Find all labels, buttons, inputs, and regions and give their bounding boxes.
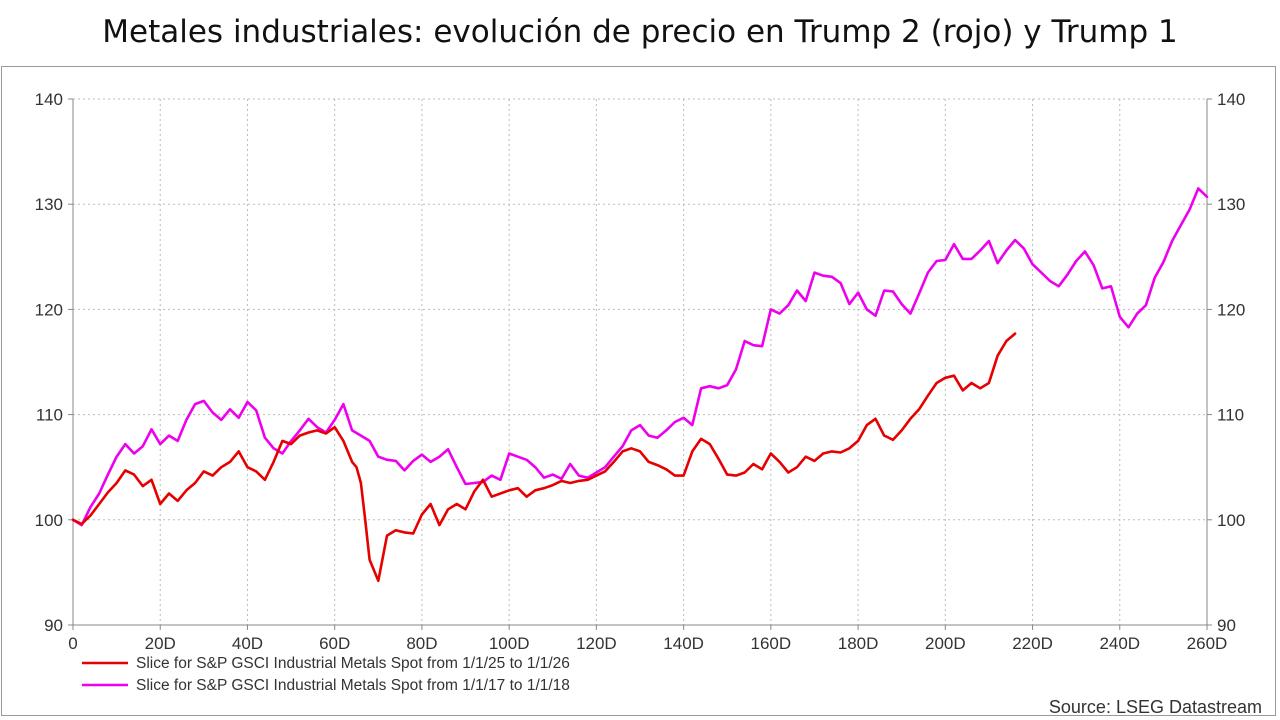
x-tick-label: 60D (319, 634, 350, 653)
y-tick-label-left: 120 (35, 300, 63, 319)
chart-frame (1, 66, 1276, 716)
x-tick-label: 260D (1187, 634, 1228, 653)
y-tick-label-right: 130 (1217, 195, 1245, 214)
x-tick-label: 180D (838, 634, 879, 653)
x-tick-label: 100D (489, 634, 530, 653)
x-tick-label: 140D (663, 634, 704, 653)
y-tick-label-left: 90 (44, 616, 63, 635)
legend-label: Slice for S&P GSCI Industrial Metals Spo… (136, 655, 570, 672)
y-tick-label-left: 140 (35, 90, 63, 109)
y-tick-label-right: 120 (1217, 300, 1245, 319)
legend-label: Slice for S&P GSCI Industrial Metals Spo… (136, 677, 570, 694)
y-tick-label-right: 110 (1217, 406, 1244, 425)
series-line-2017 (71, 187, 1209, 527)
x-tick-label: 220D (1012, 634, 1053, 653)
y-tick-label-left: 110 (36, 406, 63, 425)
series-line-2025 (71, 332, 1017, 583)
series-lines (71, 187, 1209, 583)
x-tick-label: 240D (1099, 634, 1140, 653)
x-tick-label: 40D (232, 634, 263, 653)
y-tick-label-right: 140 (1217, 90, 1245, 109)
x-tick-label: 0 (68, 634, 77, 653)
grid-lines (73, 98, 1207, 625)
y-tick-label-left: 130 (35, 195, 63, 214)
source-label: Source: LSEG Datastream (1049, 697, 1262, 717)
x-tick-label: 120D (576, 634, 617, 653)
y-tick-label-right: 100 (1217, 511, 1245, 530)
x-tick-label: 160D (751, 634, 792, 653)
x-tick-label: 200D (925, 634, 966, 653)
x-tick-label: 80D (406, 634, 437, 653)
legend: Slice for S&P GSCI Industrial Metals Spo… (82, 655, 570, 694)
chart-title: Metales industriales: evolución de preci… (102, 14, 1178, 50)
y-tick-label-left: 100 (35, 511, 63, 530)
tick-labels: 90 90 100 100 110 110 120 120 130 130 140 140 0 20D 40… (35, 90, 1246, 653)
x-tick-label: 20D (145, 634, 176, 653)
y-tick-label-right: 90 (1217, 616, 1236, 635)
axes (68, 98, 1212, 630)
